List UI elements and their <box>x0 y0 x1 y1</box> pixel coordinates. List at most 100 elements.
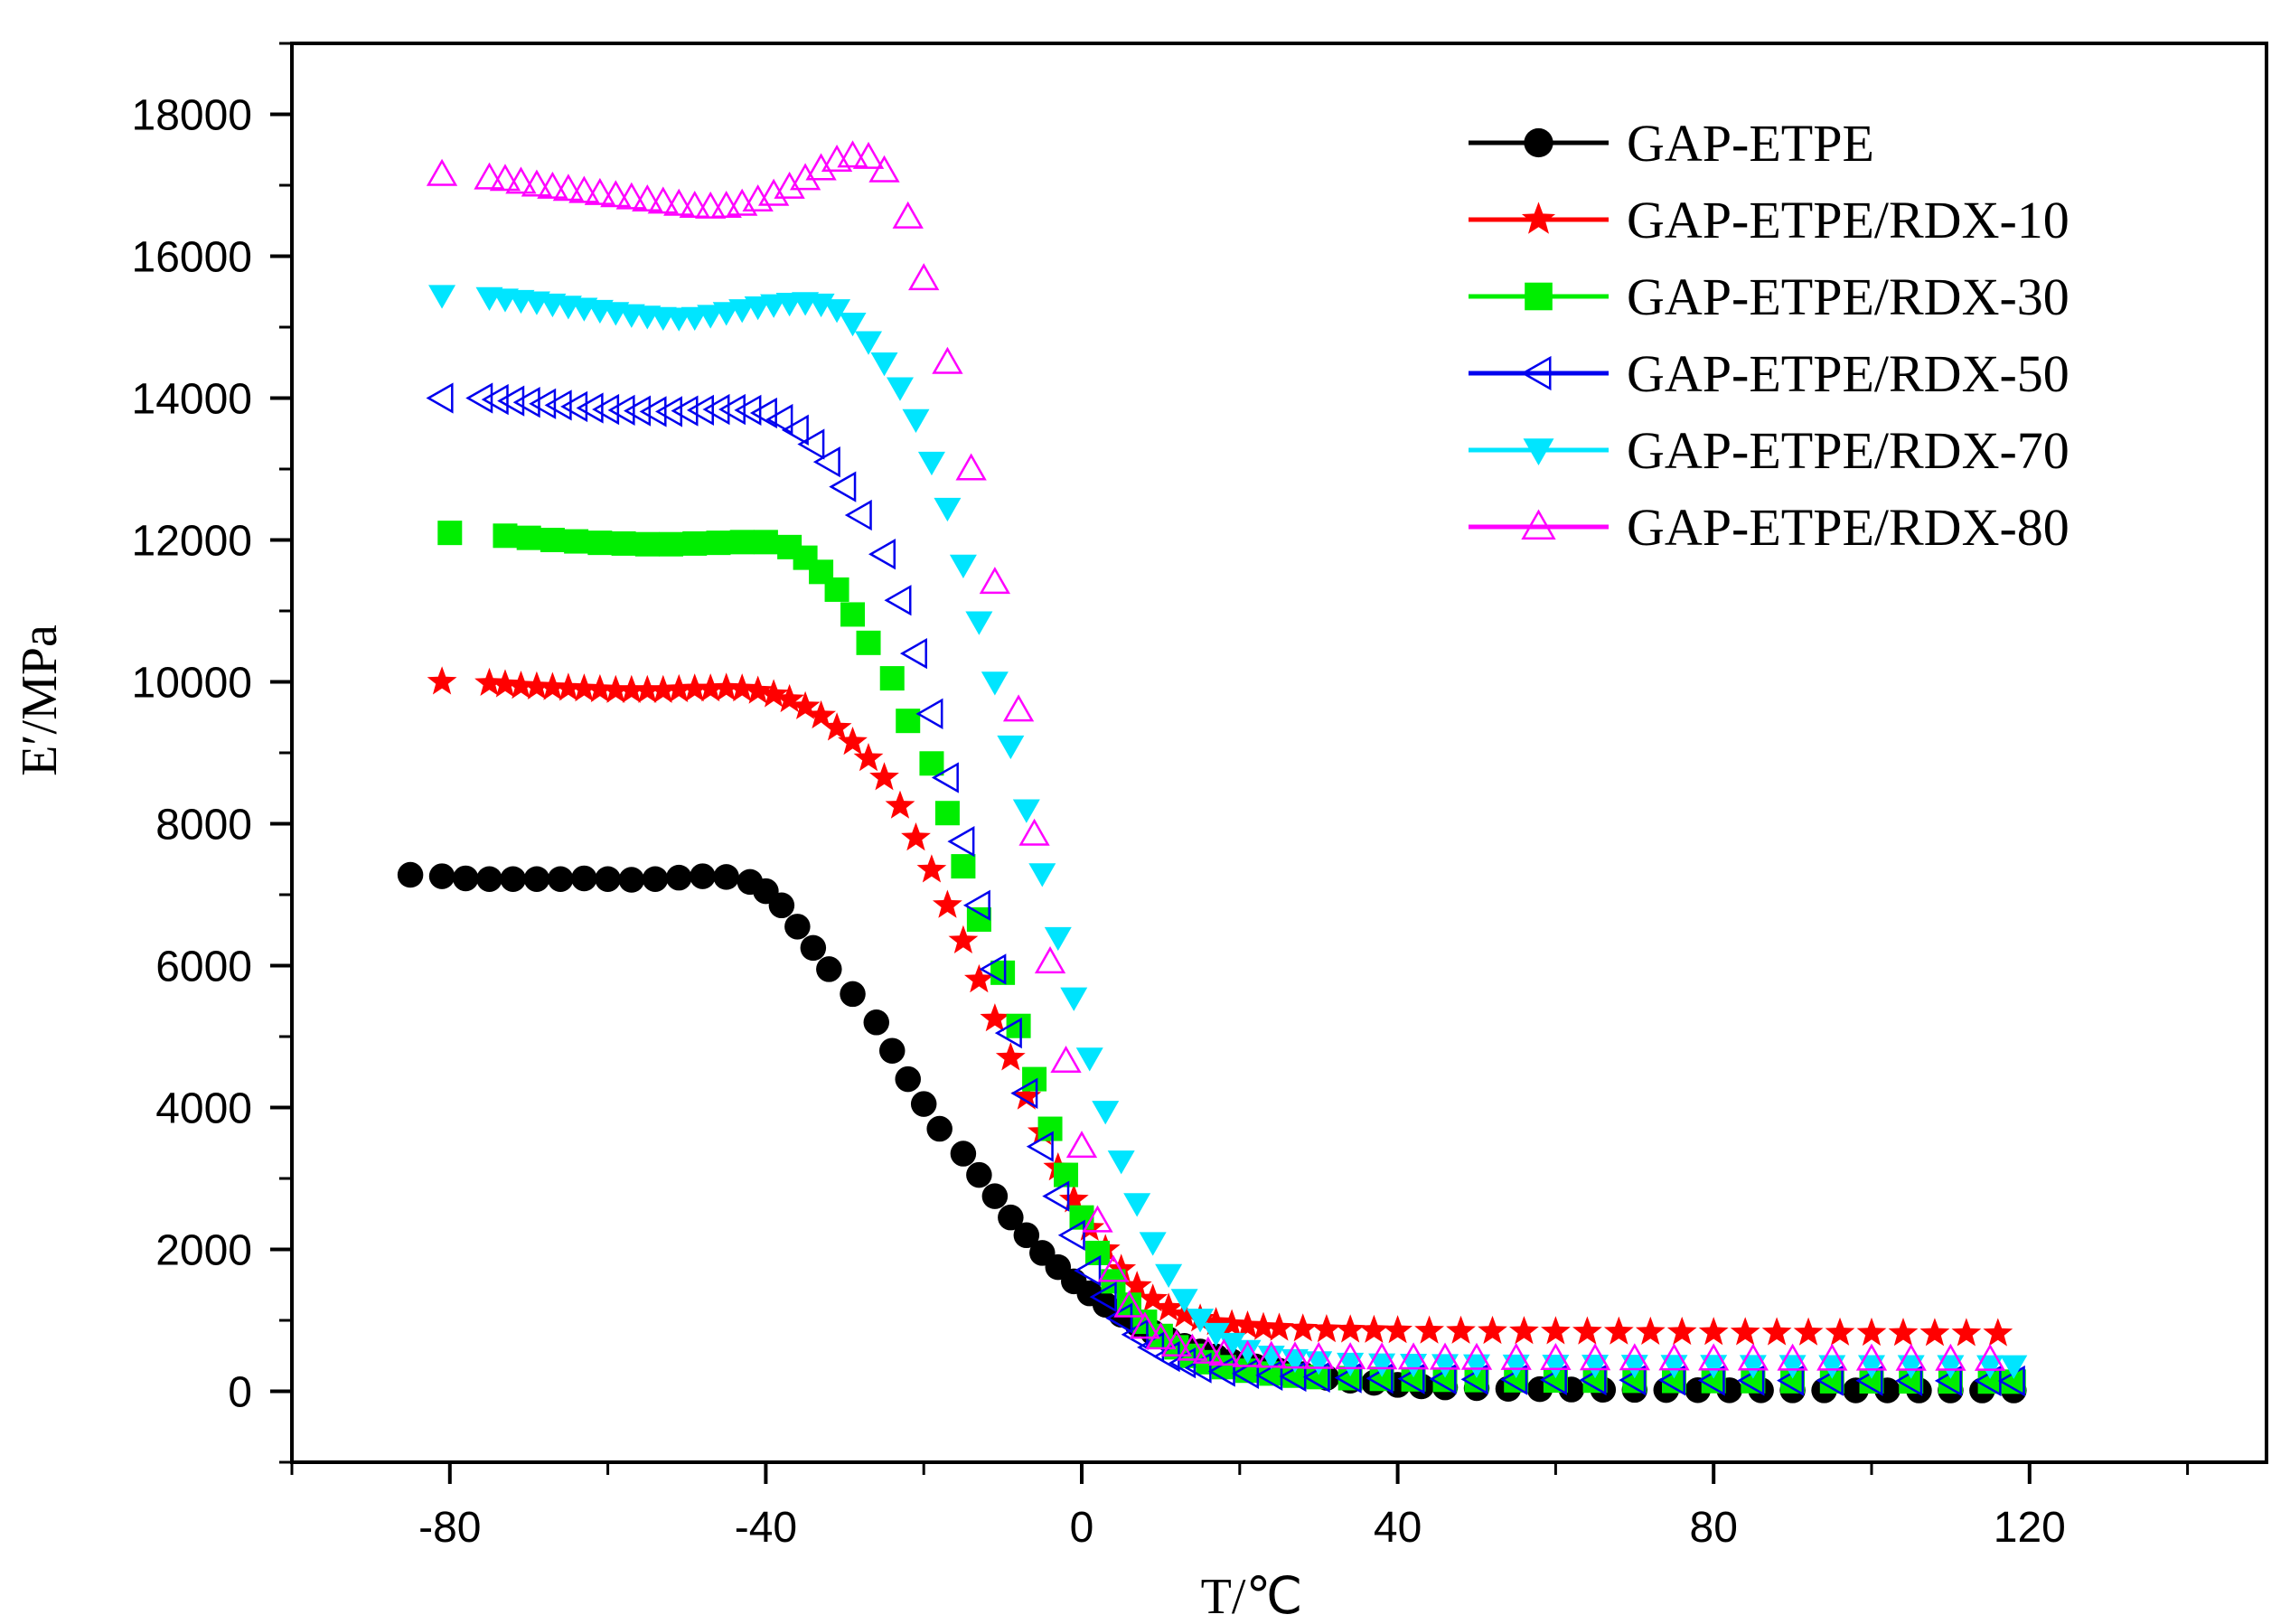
data-point <box>489 164 521 192</box>
data-point <box>615 182 647 210</box>
data-point <box>757 178 790 206</box>
data-point <box>553 672 584 701</box>
data-point <box>680 306 709 332</box>
data-point <box>474 162 505 190</box>
data-point <box>840 981 866 1008</box>
data-point <box>1366 1342 1398 1370</box>
legend-marker <box>1524 127 1553 158</box>
data-point <box>512 387 540 418</box>
data-point <box>838 727 868 756</box>
data-point <box>476 866 502 892</box>
data-point <box>1002 694 1035 722</box>
data-point <box>584 177 616 205</box>
legend-entry: GAP-ETPE/RDX-30 <box>1469 268 2069 326</box>
data-point <box>1013 1222 1040 1249</box>
data-point <box>702 393 730 426</box>
data-point <box>1793 1317 1824 1346</box>
data-point <box>697 305 725 329</box>
data-point <box>642 866 669 892</box>
y-tick-label: 2000 <box>155 1227 252 1275</box>
data-point <box>821 712 852 741</box>
data-point <box>679 191 710 219</box>
data-point <box>2000 1355 2028 1379</box>
data-point <box>428 285 456 309</box>
y-tick-label: 14000 <box>132 376 252 424</box>
y-tick-label: 0 <box>228 1369 252 1417</box>
data-point <box>1018 818 1050 846</box>
data-point <box>713 864 739 890</box>
data-point <box>1192 1336 1224 1364</box>
data-point <box>1895 1343 1927 1371</box>
data-point <box>1603 1316 1634 1345</box>
data-point <box>868 155 900 183</box>
data-point <box>453 865 479 892</box>
data-point <box>979 953 1007 985</box>
data-point <box>1288 1313 1319 1342</box>
data-point <box>397 861 424 888</box>
data-point <box>568 175 600 203</box>
data-point <box>505 166 537 194</box>
data-point <box>879 666 905 691</box>
data-point <box>506 671 536 699</box>
data-point <box>718 393 746 426</box>
data-point <box>980 1003 1010 1032</box>
data-point <box>624 395 652 427</box>
series-5 <box>428 285 2028 1379</box>
data-point <box>607 394 635 426</box>
data-point <box>1232 1339 1263 1367</box>
data-point <box>948 925 979 953</box>
data-point <box>1478 1315 1507 1345</box>
data-point <box>908 263 940 291</box>
data-point <box>951 854 976 879</box>
data-point <box>1184 1352 1212 1384</box>
data-point <box>1234 1339 1262 1364</box>
data-point <box>997 735 1025 760</box>
data-point <box>585 673 615 703</box>
y-axis-title: E′/MPa <box>12 624 68 776</box>
data-point <box>695 191 727 219</box>
data-point <box>812 446 840 478</box>
data-point <box>998 1204 1024 1231</box>
data-point <box>427 666 457 695</box>
legend-label: GAP-ETPE/RDX-30 <box>1627 268 2069 326</box>
data-point <box>1463 1354 1490 1378</box>
data-point <box>616 674 647 703</box>
data-point <box>1082 1205 1113 1233</box>
plot-frame <box>290 42 2268 1464</box>
data-point <box>1976 1355 2004 1379</box>
data-point <box>1233 1310 1262 1339</box>
data-point <box>1084 1240 1110 1265</box>
data-point <box>1737 1343 1769 1371</box>
data-point <box>1368 1353 1396 1377</box>
data-point <box>824 577 849 602</box>
data-point <box>1581 1355 1610 1379</box>
y-tick-label: 10000 <box>132 660 252 708</box>
data-point <box>1138 1283 1168 1312</box>
data-point <box>682 530 708 556</box>
data-point <box>1400 1354 1428 1378</box>
data-point <box>800 934 827 962</box>
data-point <box>1037 1116 1063 1141</box>
data-point <box>600 180 632 208</box>
data-point <box>744 296 772 321</box>
data-point <box>981 671 1009 696</box>
data-point <box>966 1161 992 1188</box>
data-point <box>1074 1254 1102 1287</box>
data-point <box>634 531 660 557</box>
data-point <box>571 865 597 892</box>
data-point <box>1739 1355 1767 1379</box>
data-point <box>790 690 821 719</box>
data-point <box>994 1017 1022 1049</box>
legend-label: GAP-ETPE/RDX-50 <box>1627 344 2069 403</box>
data-point <box>933 889 962 918</box>
data-point <box>1698 1317 1729 1346</box>
data-point <box>663 188 695 216</box>
x-tick-label: 40 <box>1374 1504 1422 1552</box>
series-6 <box>426 140 2006 1371</box>
data-point <box>1177 1333 1208 1361</box>
data-point <box>564 529 589 554</box>
data-point <box>884 585 912 616</box>
data-point <box>521 169 553 197</box>
data-point <box>979 567 1011 595</box>
